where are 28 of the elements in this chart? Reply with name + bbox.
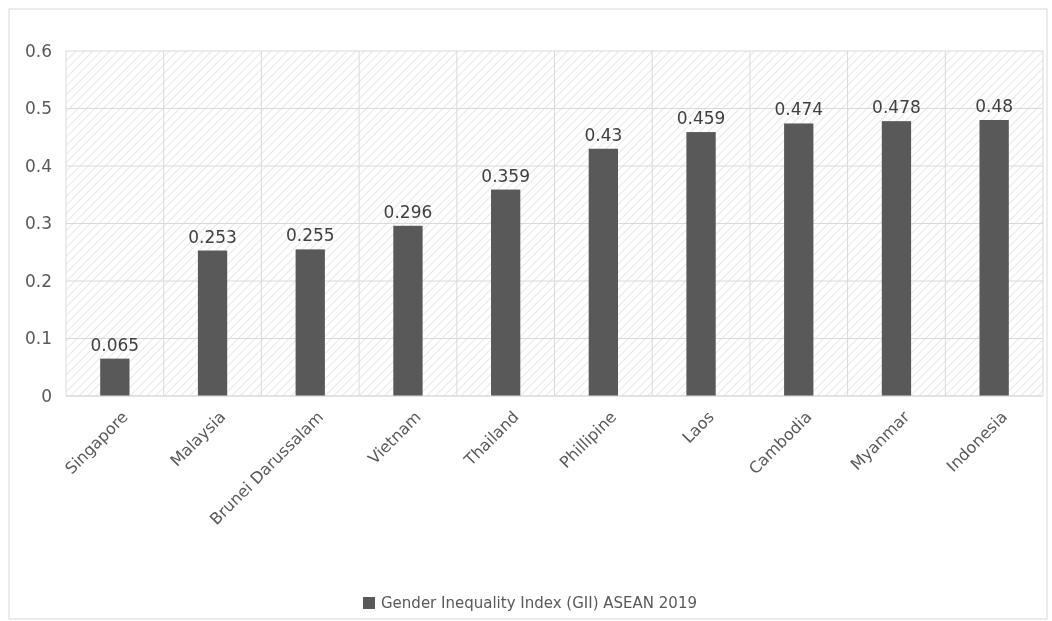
y-tick-label: 0.6 (24, 40, 52, 61)
data-label: 0.296 (383, 201, 433, 222)
data-label: 0.459 (676, 108, 726, 129)
y-tick-label: 0.3 (24, 213, 52, 234)
y-tick-label: 0.2 (24, 270, 52, 291)
data-label: 0.253 (188, 226, 237, 247)
bar (686, 132, 716, 396)
y-tick-label: 0.5 (24, 98, 52, 119)
y-tick-label: 0.4 (24, 155, 52, 176)
bar (881, 121, 912, 396)
bar (393, 225, 423, 396)
data-label: 0.255 (285, 225, 335, 246)
data-label: 0.478 (872, 97, 921, 118)
data-label: 0.359 (481, 165, 530, 186)
bar (491, 189, 521, 396)
y-tick-label: 0.1 (24, 328, 52, 349)
legend-label: Gender Inequality Index (GII) ASEAN 2019 (381, 594, 697, 613)
y-tick-label: 0 (41, 385, 52, 406)
data-label: 0.065 (90, 334, 140, 355)
data-label: 0.474 (774, 99, 824, 120)
bar (979, 120, 1009, 396)
bar (295, 249, 325, 396)
data-label: 0.48 (975, 96, 1014, 116)
bar (784, 123, 814, 396)
bar (588, 148, 619, 396)
bar (100, 358, 130, 396)
bar (197, 250, 228, 396)
data-label: 0.43 (584, 124, 623, 145)
